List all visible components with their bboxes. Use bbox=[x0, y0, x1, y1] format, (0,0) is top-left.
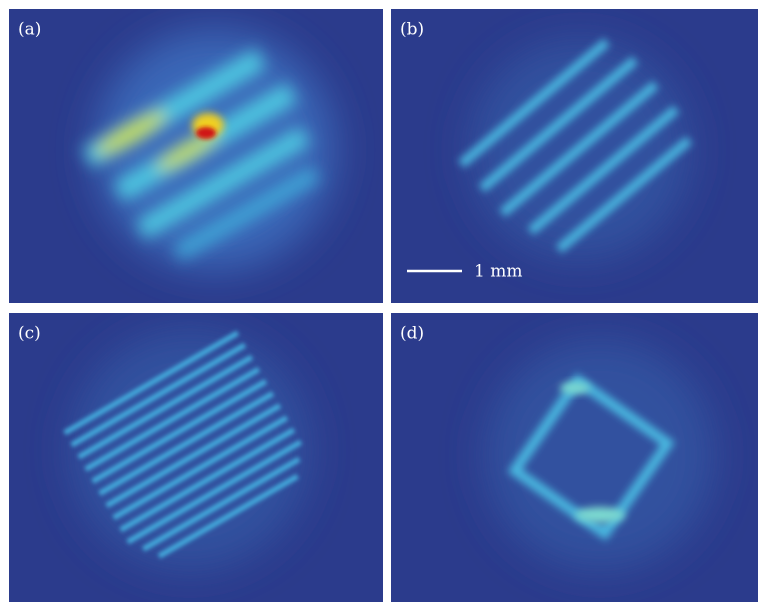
panel-a: (a) bbox=[9, 9, 383, 303]
panel-label: (a) bbox=[18, 20, 41, 40]
panel-label: (c) bbox=[18, 324, 41, 344]
panel-label: (d) bbox=[400, 324, 424, 344]
scale-bar-label: 1 mm bbox=[474, 262, 522, 282]
panel-d: (d) bbox=[391, 313, 758, 602]
figure: (a) (b) 1 mm (c) bbox=[0, 0, 758, 603]
panel-label: (b) bbox=[400, 20, 424, 40]
panel-b: (b) 1 mm bbox=[391, 9, 758, 303]
panel-c: (c) bbox=[9, 313, 383, 602]
